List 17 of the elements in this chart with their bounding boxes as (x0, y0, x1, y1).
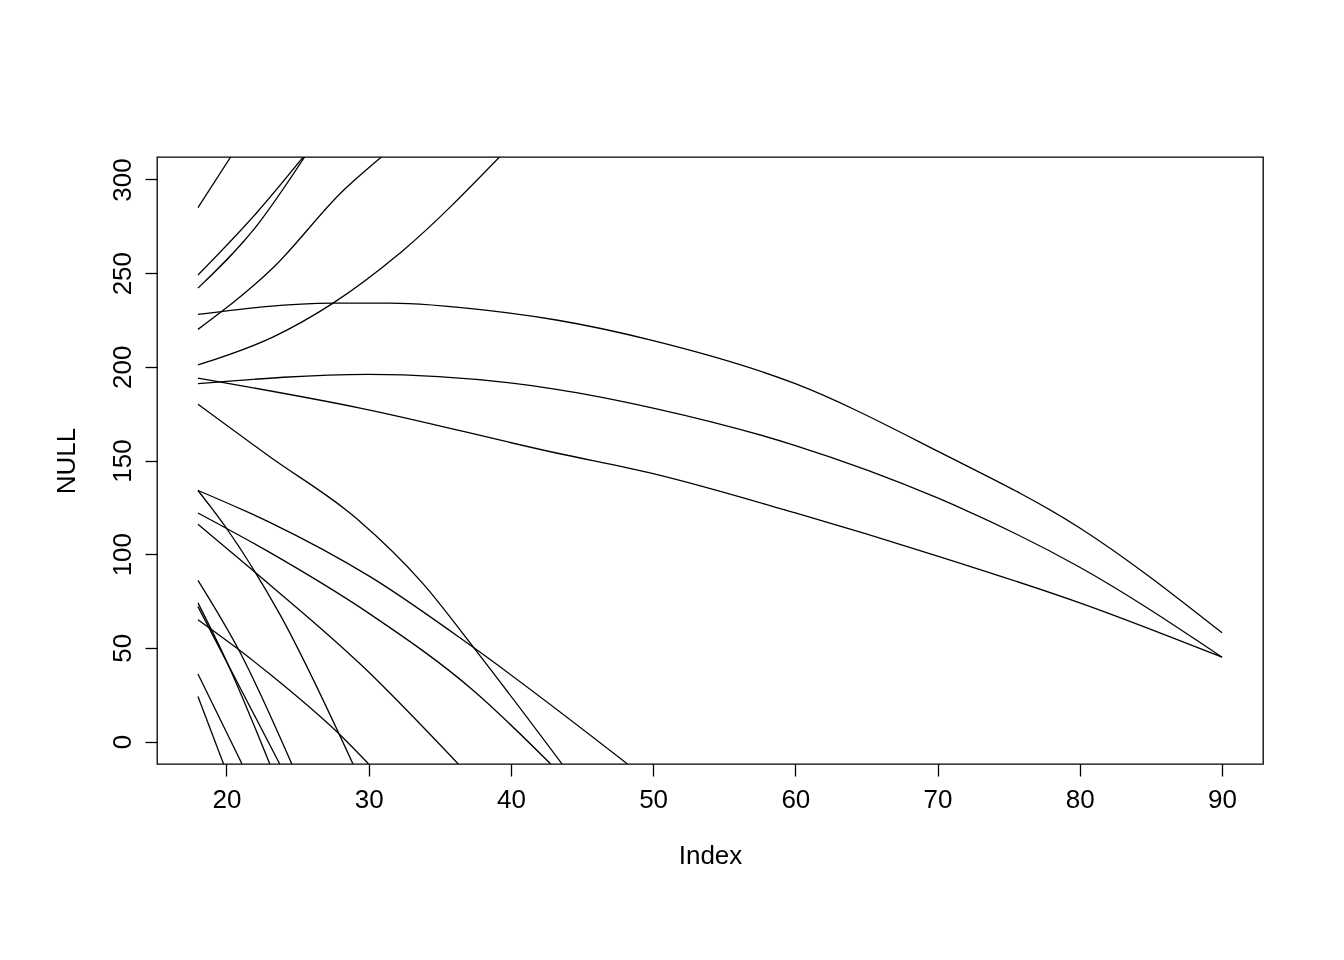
x-tick-label: 20 (212, 783, 242, 814)
x-tick-label: 50 (639, 783, 669, 814)
x-tick-label: 60 (781, 783, 811, 814)
y-tick-label: 100 (106, 532, 137, 577)
y-tick-label: 150 (106, 439, 137, 483)
x-tick-label: 30 (354, 783, 384, 814)
x-tick-label: 90 (1208, 783, 1237, 814)
x-axis-title: Index (678, 839, 743, 870)
y-tick-label: 300 (106, 158, 137, 202)
y-tick-label: 50 (106, 633, 137, 663)
x-tick-label: 80 (1065, 783, 1095, 814)
y-axis-title: NULL (50, 427, 81, 495)
x-tick-label: 40 (496, 783, 526, 814)
y-tick-label: 0 (106, 734, 137, 750)
x-tick-label: 70 (923, 783, 953, 814)
y-tick-label: 200 (106, 345, 137, 390)
y-tick-label: 250 (106, 251, 137, 296)
